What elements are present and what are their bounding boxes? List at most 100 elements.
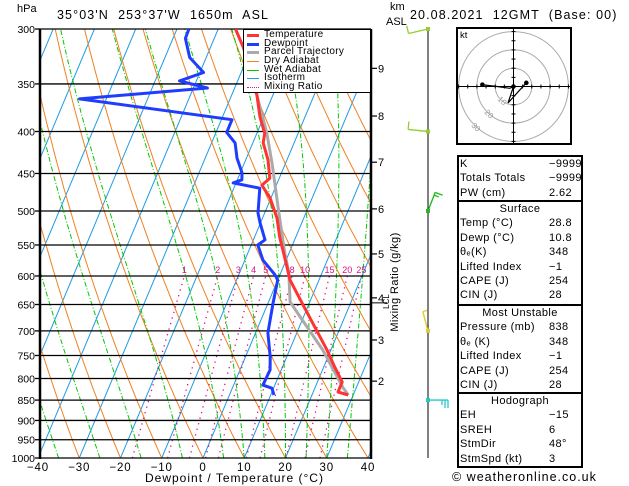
isotherm-line <box>0 29 12 458</box>
isotherm-line <box>326 351 371 458</box>
wind-barb-staff <box>408 128 429 133</box>
row-value: 6 <box>549 423 556 436</box>
isotherm-line <box>40 29 178 357</box>
wind-barb-staff <box>408 28 429 35</box>
y-tick-label: 900 <box>17 415 35 427</box>
x-tick-label: −40 <box>27 462 49 474</box>
km-tick-label: 3 <box>378 335 384 347</box>
row-label: θₑ (K) <box>460 335 491 348</box>
copyright-footer[interactable]: © weatheronline.co.uk <box>452 470 597 484</box>
row-value: −1 <box>549 260 563 273</box>
surface-table: Surface Temp (°C) 28.8 Dewp (°C) 10.8 θₑ(K… <box>457 200 583 306</box>
legend-swatch-dry-adiabat <box>247 60 259 62</box>
legend-swatch-parcel <box>247 51 259 55</box>
wind-barb-full <box>407 121 410 130</box>
date-title: 20.08.2021 12GMT (Base: 00) <box>410 8 618 22</box>
x-tick-label: 10 <box>237 462 251 474</box>
index-value: −9999 <box>549 172 582 185</box>
row-label: StmSpd (kt) <box>460 452 523 465</box>
index-value: 2.62 <box>549 186 573 199</box>
dry-adiabat-line <box>259 29 371 269</box>
wind-barb <box>407 121 430 134</box>
y-tick-label: 1000 <box>12 453 36 465</box>
y-tick-label: 350 <box>17 79 35 91</box>
wind-barb <box>426 398 449 409</box>
legend-item-isotherm: Isotherm <box>247 72 370 84</box>
legend-label: Dewpoint <box>264 37 309 49</box>
legend-swatch-dewpoint <box>247 42 259 46</box>
y-tick-label: 550 <box>17 240 35 252</box>
row-label: CAPE (J) <box>460 364 510 377</box>
table-row: Pressure (mb) 838 <box>459 320 581 334</box>
isotherm-line <box>78 29 260 458</box>
row-value: 254 <box>549 274 569 287</box>
hodograph-frame <box>456 27 572 145</box>
mixing-ratio-label: 5 <box>263 265 268 275</box>
wind-barb-half <box>433 194 439 198</box>
legend-swatch-isotherm <box>247 78 259 80</box>
row-value: 28.8 <box>549 217 573 230</box>
y-tick-label: 300 <box>17 24 35 36</box>
pressure-unit-label: hPa <box>17 3 37 15</box>
legend-item-mixing-ratio: Mixing Ratio <box>247 82 370 92</box>
mixing-ratio-label: 1 <box>182 265 187 275</box>
x-axis-label: Dewpoint / Temperature (°C) <box>145 471 324 485</box>
y-tick-label: 500 <box>17 206 35 218</box>
legend-label: Isotherm <box>264 72 306 84</box>
row-label: CAPE (J) <box>460 274 510 287</box>
isotherm-line <box>40 29 219 455</box>
wet-adiabat-line <box>283 29 310 458</box>
table-row: CIN (J) 28 <box>459 378 581 392</box>
asl-unit-label: ASL <box>386 16 407 28</box>
row-label: Temp (°C) <box>460 217 514 230</box>
wind-barb-base <box>426 129 430 134</box>
mixing-ratio-label: 20 <box>342 265 352 275</box>
row-value: −1 <box>549 350 563 363</box>
dry-adiabat-line <box>288 29 371 205</box>
index-row-k: K −9999 <box>459 157 582 171</box>
mixing-ratio-label: 2 <box>215 265 220 275</box>
table-row: CAPE (J) 254 <box>459 364 581 378</box>
legend-item-parcel: Parcel Trajectory <box>247 47 370 57</box>
x-tick-label: 40 <box>361 462 375 474</box>
mixing-ratio-label: 4 <box>251 265 256 275</box>
km-tick-label: 6 <box>378 204 384 216</box>
table-row: SREH 6 <box>459 423 581 437</box>
index-row-totals-totals: Totals Totals −9999 <box>459 171 582 185</box>
row-label: EH <box>460 409 477 422</box>
mixing-ratio-line <box>188 275 240 458</box>
y-tick-label: 450 <box>17 168 35 180</box>
chart-title: 35°03'N 253°37'W 1650m ASL <box>57 8 270 22</box>
y-tick-label: 700 <box>17 326 35 338</box>
hodograph-table-title: Hodograph <box>490 395 550 407</box>
legend-item-temperature: Temperature <box>247 30 370 40</box>
km-tick-label: 4 <box>378 293 384 305</box>
row-label: StmDir <box>460 438 497 451</box>
km-tick-label: 5 <box>378 249 384 261</box>
index-label: Totals Totals <box>460 172 526 185</box>
index-label: K <box>460 158 468 170</box>
stability-indices-table: K −9999 Totals Totals −9999 PW (cm) 2.62 <box>457 155 583 202</box>
dry-adiabat-line <box>142 29 328 458</box>
wind-barb-base <box>426 27 430 31</box>
row-label: CIN (J) <box>460 289 498 302</box>
mixing-ratio-label: 3 <box>236 265 241 275</box>
dewpoint-line <box>78 29 280 396</box>
wind-barb <box>426 191 443 214</box>
hodograph-indices-table: Hodograph EH −15 SREH 6 StmDir 48° StmSpd (… <box>457 392 583 468</box>
table-row: CIN (J) 28 <box>459 288 581 302</box>
table-row: Lifted Index −1 <box>459 260 581 274</box>
km-tick-label: 7 <box>378 157 384 169</box>
legend-item-dry-adiabat: Dry Adiabat <box>247 55 370 67</box>
x-tick-label: 30 <box>320 462 334 474</box>
km-tick-label: 2 <box>378 376 384 388</box>
row-value: 254 <box>549 364 569 377</box>
wet-adiabat-line <box>326 29 340 458</box>
legend-label: Dry Adiabat <box>264 55 319 67</box>
km-tick-label: 8 <box>378 111 384 123</box>
most-unstable-table-title: Most Unstable <box>482 307 558 319</box>
row-value: 838 <box>549 321 569 334</box>
wind-barb-base <box>426 328 430 333</box>
